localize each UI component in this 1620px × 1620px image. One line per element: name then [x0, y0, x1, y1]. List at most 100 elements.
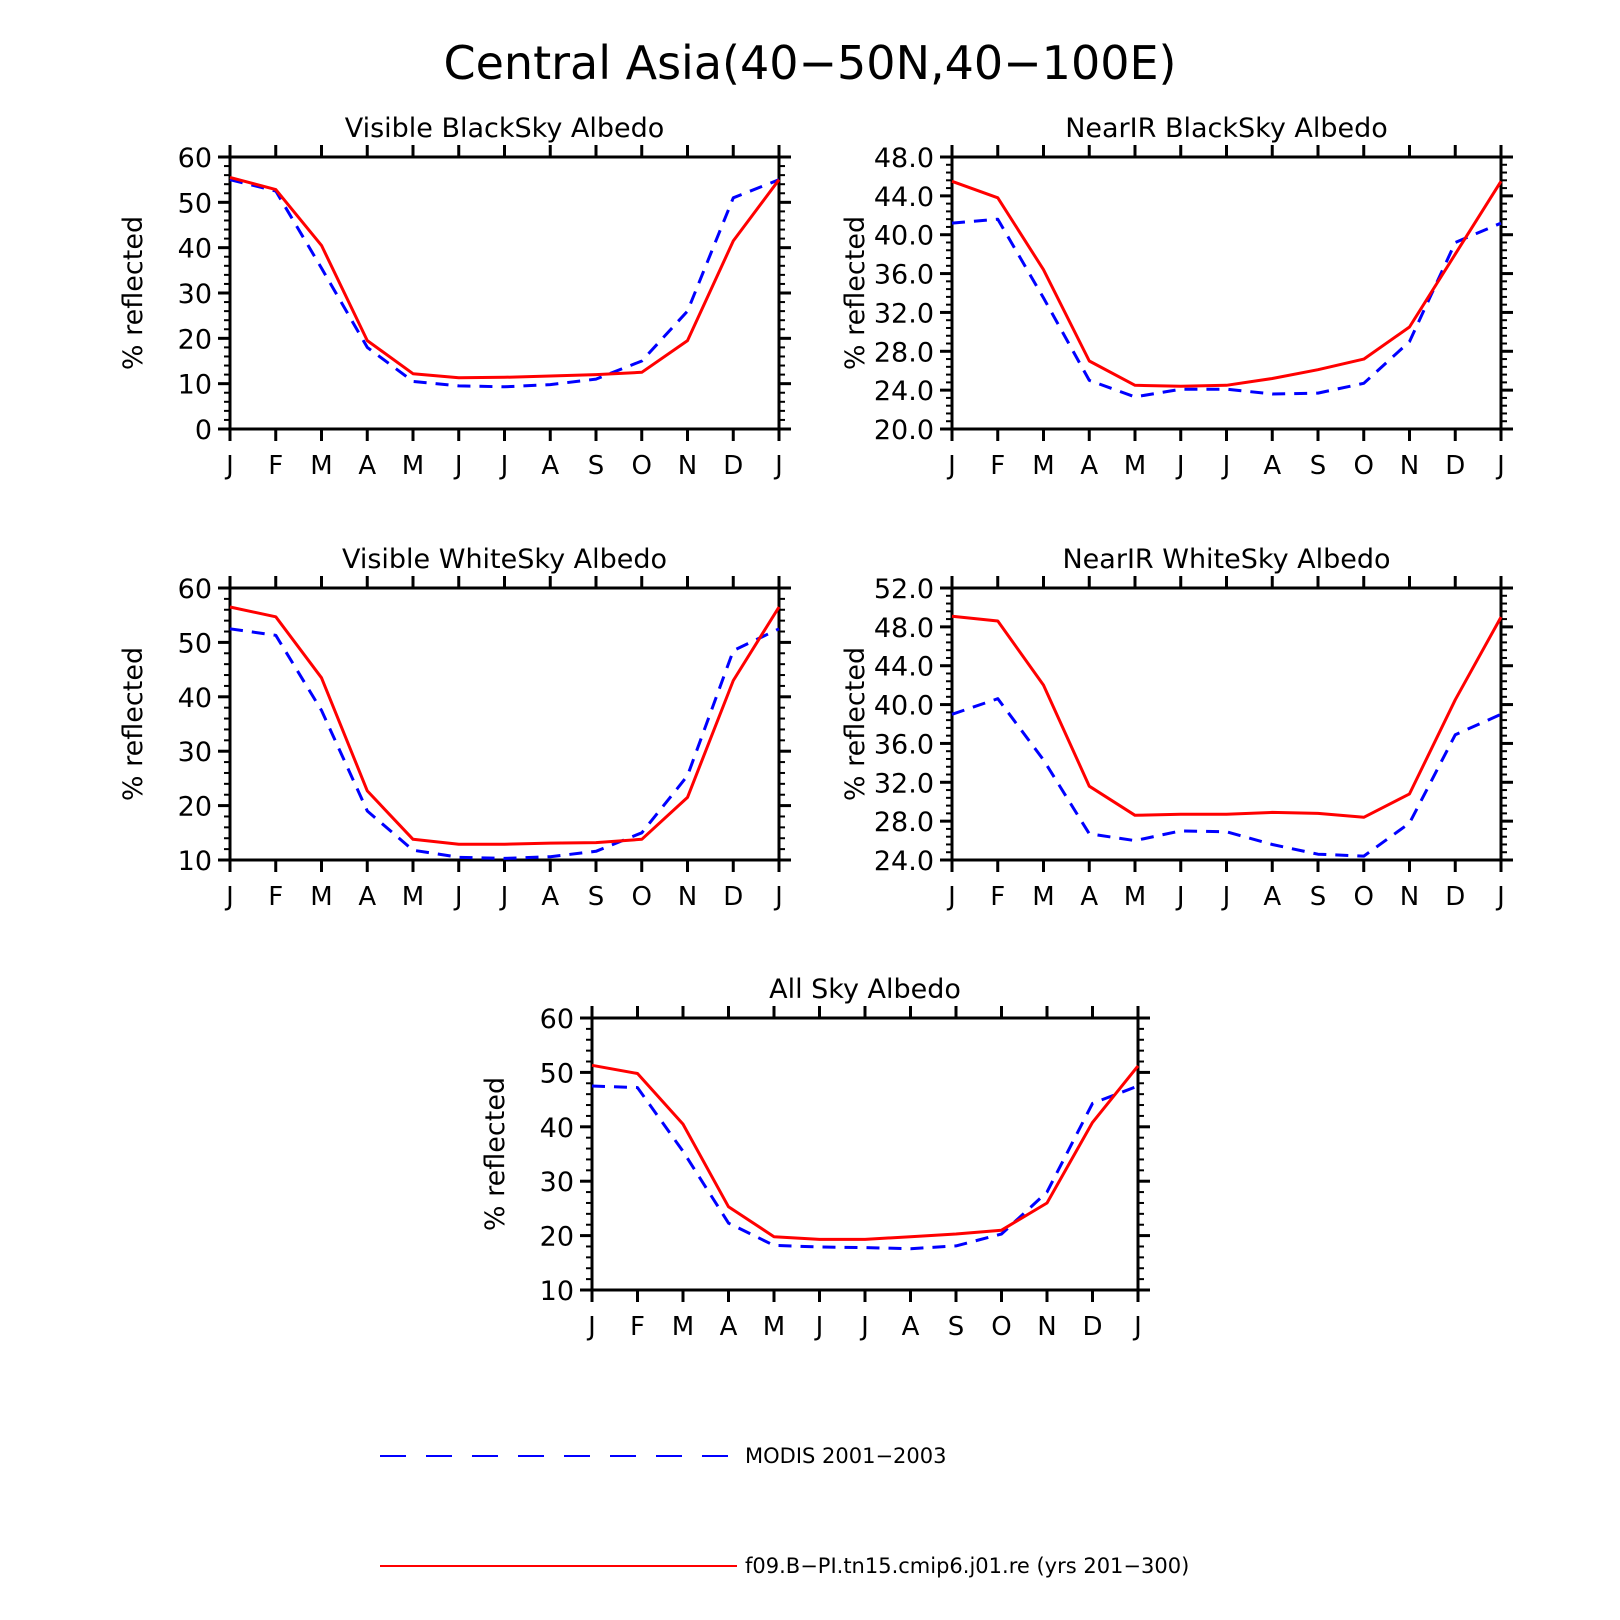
- x-tick-label: A: [1263, 451, 1281, 481]
- y-tick-label: 28.0: [874, 337, 934, 368]
- y-tick-label: 40.0: [874, 691, 934, 722]
- panel-title: All Sky Albedo: [769, 974, 961, 1005]
- y-tick-label: 24.0: [874, 846, 934, 877]
- x-tick-label: M: [1124, 451, 1146, 481]
- y-tick-label: 20: [178, 324, 212, 355]
- plot-frame: [590, 1016, 1140, 1292]
- x-tick-label: M: [672, 1312, 694, 1342]
- x-tick-label: J: [1175, 451, 1185, 481]
- x-tick-label: J: [1495, 451, 1505, 481]
- legend: MODIS 2001−2003 f09.B−PI.tn15.cmip6.j01.…: [380, 1444, 1189, 1578]
- panel-title: NearIR BlackSky Albedo: [1065, 113, 1388, 144]
- x-tick-label: J: [859, 1312, 869, 1342]
- chart-panel-4: J F M A M J J A S O N D J24.028.032.036.040.044.048.…: [840, 544, 1513, 912]
- y-axis-label: % reflected: [480, 1077, 511, 1231]
- x-tick-label: D: [723, 451, 743, 481]
- y-tick-label: 60: [540, 1004, 574, 1035]
- y-tick-label: 40: [178, 683, 212, 714]
- x-tick-label: J: [773, 882, 783, 912]
- y-tick-label: 32.0: [874, 768, 934, 799]
- y-tick-label: 36.0: [874, 260, 934, 291]
- x-tick-label: F: [990, 451, 1005, 481]
- y-tick-label: 10: [540, 1276, 574, 1307]
- panel-title: NearIR WhiteSky Albedo: [1062, 544, 1390, 575]
- x-tick-label: M: [402, 882, 424, 912]
- x-tick-label: J: [946, 451, 956, 481]
- x-tick-label: S: [948, 1312, 965, 1342]
- x-tick-label: S: [1310, 451, 1327, 481]
- series-line-modis: [591, 1084, 1139, 1251]
- y-tick-label: 30: [540, 1167, 574, 1198]
- x-tick-label: J: [1495, 882, 1505, 912]
- x-tick-label: J: [773, 451, 783, 481]
- y-axis-label: % reflected: [840, 647, 871, 801]
- x-tick-label: J: [499, 451, 509, 481]
- x-tick-label: J: [1175, 882, 1185, 912]
- x-tick-label: J: [586, 1312, 596, 1342]
- x-tick-label: M: [1032, 451, 1054, 481]
- x-tick-label: N: [678, 451, 697, 481]
- x-tick-label: A: [358, 882, 376, 912]
- series-line-model: [951, 179, 1503, 388]
- x-tick-label: J: [499, 882, 509, 912]
- y-tick-label: 10: [178, 846, 212, 877]
- x-tick-label: J: [224, 451, 234, 481]
- x-tick-label: M: [310, 882, 332, 912]
- x-tick-label: D: [1445, 451, 1465, 481]
- y-tick-label: 50: [178, 188, 212, 219]
- y-tick-label: 40: [178, 234, 212, 265]
- x-tick-label: A: [1080, 451, 1098, 481]
- y-tick-label: 36.0: [874, 729, 934, 760]
- x-tick-label: M: [402, 451, 424, 481]
- y-tick-label: 20.0: [874, 415, 934, 446]
- plot-frame: [950, 586, 1503, 862]
- x-tick-label: F: [990, 882, 1005, 912]
- series-line-model: [591, 1063, 1140, 1241]
- x-tick-label: S: [588, 882, 605, 912]
- figure-title: Central Asia(40−50N,40−100E): [444, 36, 1177, 90]
- x-tick-label: N: [1037, 1312, 1056, 1342]
- x-tick-label: M: [1124, 882, 1146, 912]
- x-tick-label: A: [541, 882, 559, 912]
- y-tick-label: 44.0: [874, 652, 934, 683]
- y-tick-label: 48.0: [874, 613, 934, 644]
- legend-modis-label: MODIS 2001−2003: [745, 1444, 947, 1468]
- x-tick-label: D: [723, 882, 743, 912]
- x-tick-label: F: [268, 451, 283, 481]
- x-tick-label: O: [1354, 451, 1374, 481]
- y-tick-label: 50: [178, 628, 212, 659]
- x-tick-label: A: [358, 451, 376, 481]
- legend-model-label: f09.B−PI.tn15.cmip6.j01.re (yrs 201−300): [745, 1554, 1189, 1578]
- y-axis-label: % reflected: [118, 216, 149, 370]
- x-tick-label: J: [814, 1312, 824, 1342]
- x-tick-label: A: [720, 1312, 738, 1342]
- x-tick-label: O: [1354, 882, 1374, 912]
- y-tick-label: 48.0: [874, 143, 934, 174]
- x-tick-label: J: [946, 882, 956, 912]
- x-tick-label: F: [268, 882, 283, 912]
- x-tick-label: S: [588, 451, 605, 481]
- x-tick-label: N: [1400, 882, 1419, 912]
- x-tick-label: M: [310, 451, 332, 481]
- y-axis-label: % reflected: [118, 647, 149, 801]
- x-tick-label: O: [991, 1312, 1011, 1342]
- y-tick-label: 28.0: [874, 807, 934, 838]
- x-tick-label: A: [1263, 882, 1281, 912]
- x-tick-label: A: [541, 451, 559, 481]
- y-tick-label: 30: [178, 737, 212, 768]
- x-tick-label: M: [1032, 882, 1054, 912]
- x-tick-label: M: [763, 1312, 785, 1342]
- y-tick-label: 32.0: [874, 298, 934, 329]
- x-tick-label: S: [1310, 882, 1327, 912]
- x-tick-label: A: [1080, 882, 1098, 912]
- y-tick-label: 10: [178, 370, 212, 401]
- x-tick-label: J: [1221, 451, 1231, 481]
- y-tick-label: 60: [178, 574, 212, 605]
- x-tick-label: O: [632, 451, 652, 481]
- x-tick-label: D: [1445, 882, 1465, 912]
- panel-title: Visible BlackSky Albedo: [345, 113, 665, 144]
